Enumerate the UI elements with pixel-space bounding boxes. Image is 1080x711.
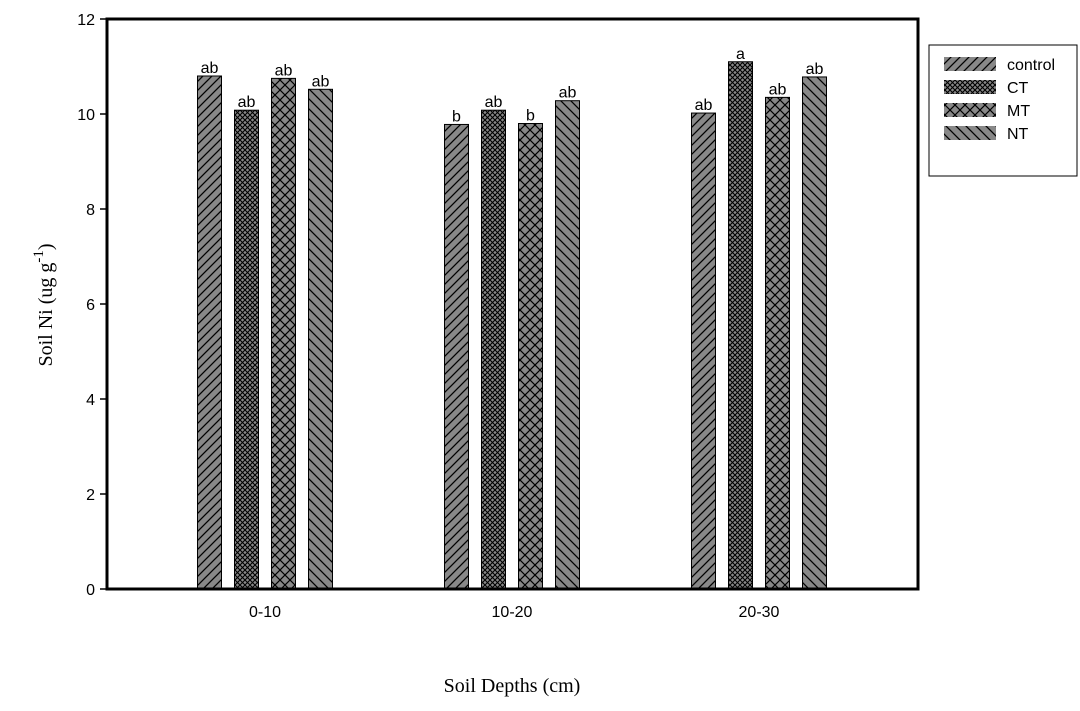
legend-swatch-nt: [944, 126, 996, 140]
y-tick-label: 0: [86, 582, 95, 599]
legend-items: control CT MT NT: [944, 57, 1055, 143]
plot-frame: [105, 17, 920, 591]
bar-mt-10-20: [518, 123, 543, 590]
bar-significance-label: ab: [201, 60, 219, 77]
x-axis-title: Soil Depths (cm): [444, 675, 581, 697]
bar-significance-label: a: [736, 46, 745, 63]
x-tick-label: 20-30: [739, 604, 780, 621]
bar-nt-10-20: [555, 100, 580, 590]
legend: control CT MT NT: [928, 44, 1078, 177]
bar-significance-label: b: [452, 108, 461, 125]
y-tick-label: 4: [86, 392, 95, 409]
bars-layer: [197, 61, 827, 590]
bar-significance-label: ab: [275, 62, 293, 79]
legend-label-ct: CT: [1007, 80, 1029, 97]
bar-significance-label: b: [526, 108, 535, 125]
bar-mt-0-10: [271, 77, 296, 590]
bar-mt-20-30: [765, 96, 790, 590]
bar-significance-label: ab: [312, 73, 330, 90]
y-tick-label: 6: [86, 297, 95, 314]
legend-label-nt: NT: [1007, 126, 1029, 143]
bar-control-0-10: [197, 75, 222, 590]
x-tick-label: 10-20: [492, 604, 533, 621]
y-tick-label: 10: [77, 107, 95, 124]
legend-swatch-mt: [944, 103, 996, 117]
bar-significance-label: ab: [238, 94, 256, 111]
bar-significance-label: ab: [806, 61, 824, 78]
bar-ct-10-20: [481, 109, 506, 590]
bar-significance-label: ab: [769, 81, 787, 98]
bar-control-20-30: [691, 112, 716, 590]
y-tick-label: 2: [86, 487, 95, 504]
y-tick-label: 12: [77, 12, 95, 29]
bar-significance-label: ab: [485, 94, 503, 111]
bar-nt-20-30: [802, 76, 827, 590]
x-axis: 0-10 10-20 20-30: [249, 604, 780, 621]
y-axis-title-group: Soil Ni (ug g-1): [31, 243, 57, 366]
y-axis-title-close: ): [35, 243, 57, 250]
legend-label-control: control: [1007, 57, 1055, 74]
bar-ct-0-10: [234, 109, 259, 590]
legend-label-mt: MT: [1007, 103, 1030, 120]
bar-nt-0-10: [308, 88, 333, 590]
y-axis-title-main: Soil Ni (ug g: [35, 263, 57, 367]
bar-labels-layer: ab ab ab ab b ab b ab ab a ab ab: [201, 46, 824, 126]
y-axis-title-sup: -1: [31, 250, 47, 263]
y-axis: 0 2 4 6 8 10 12: [77, 12, 107, 599]
bar-significance-label: ab: [559, 85, 577, 102]
x-tick-label: 0-10: [249, 604, 281, 621]
bar-significance-label: ab: [695, 97, 713, 114]
legend-swatch-ct: [944, 80, 996, 94]
bar-ct-20-30: [728, 61, 753, 590]
y-tick-label: 8: [86, 202, 95, 219]
legend-swatch-control: [944, 57, 996, 71]
y-axis-title: Soil Ni (ug g-1): [31, 243, 57, 366]
bar-control-10-20: [444, 123, 469, 590]
